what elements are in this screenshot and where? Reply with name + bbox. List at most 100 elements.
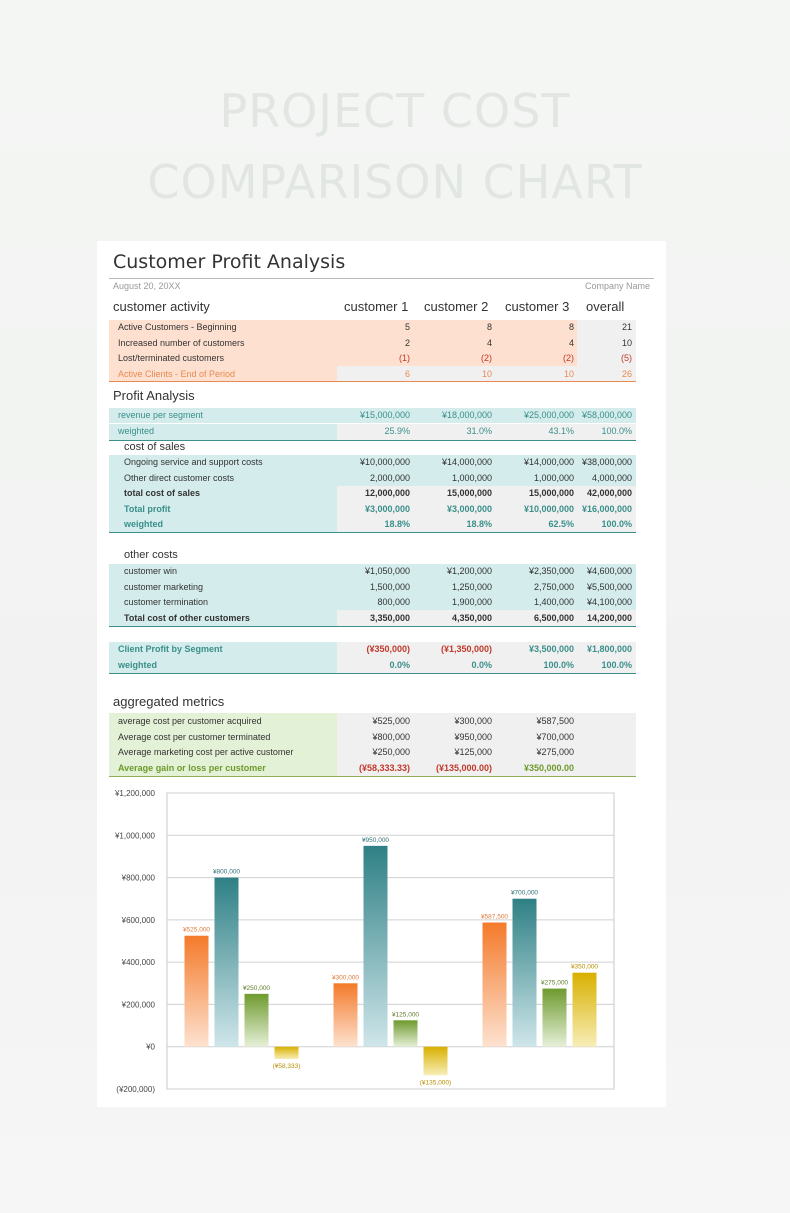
cell-c3: 1,400,000 (533, 597, 574, 607)
row-label: customer termination (124, 597, 209, 607)
cell-c3: ¥587,500 (536, 716, 574, 726)
cell-ov: ¥4,600,000 (586, 566, 632, 576)
cell-c2: 15,000,000 (446, 488, 492, 498)
row-label: average cost per customer acquired (118, 716, 262, 726)
revenue-divider (109, 440, 636, 441)
cell-c1: ¥800,000 (372, 731, 410, 742)
row-label: revenue per segment (118, 410, 204, 420)
cell-c2: 4 (486, 337, 492, 348)
cell-c3: 8 (568, 322, 574, 332)
cell-ov: 14,200,000 (586, 612, 632, 623)
row-label: Average marketing cost per active custom… (118, 747, 294, 757)
cell-c3: ¥3,500,000 (528, 644, 574, 654)
bar (393, 1020, 418, 1047)
metrics-title: aggregated metrics (113, 694, 225, 709)
cell-ov: ¥16,000,000 (581, 503, 632, 514)
data-label: ¥250,000 (243, 985, 270, 992)
cell-ov: 42,000,000 (586, 488, 632, 498)
y-tick-label: ¥200,000 (121, 1000, 156, 1009)
y-tick-label: ¥600,000 (121, 916, 156, 925)
cell-c3: 100.0% (543, 660, 574, 670)
bar-chart: ¥1,200,000 ¥1,000,000 ¥800,000 ¥600,000 ¥400… (114, 789, 615, 1094)
data-label: ¥525,000 (183, 927, 210, 934)
cell-c1: 1,500,000 (369, 581, 410, 592)
row-label-band (109, 424, 337, 440)
bar (542, 988, 567, 1047)
report-date: August 20, 20XX (113, 281, 181, 291)
row-label: weighted (118, 426, 155, 436)
data-label: ¥587,500 (481, 914, 508, 921)
data-label: ¥125,000 (392, 1011, 419, 1018)
cell-c3: ¥2,350,000 (528, 566, 574, 576)
bar (333, 983, 358, 1047)
bar (482, 922, 507, 1047)
cell-c3: ¥350,000.00 (523, 762, 574, 773)
cell-c1: 12,000,000 (364, 488, 410, 498)
column-header-customer-2: customer 2 (424, 299, 489, 314)
cost-total-band (337, 486, 636, 532)
activity-band (109, 320, 577, 366)
cell-ov: ¥58,000,000 (581, 410, 632, 420)
cell-c3: ¥14,000,000 (523, 457, 574, 467)
bar (572, 972, 597, 1047)
y-tick-label: ¥400,000 (121, 958, 156, 967)
y-tick-label: ¥800,000 (121, 874, 156, 883)
y-tick-label: ¥0 (145, 1043, 155, 1052)
cell-c1: 2 (404, 337, 410, 348)
cell-ov: ¥4,100,000 (586, 597, 632, 607)
cell-c2: (¥135,000.00) (435, 762, 492, 773)
row-label: Total profit (124, 503, 171, 514)
data-label: (¥58,333) (273, 1063, 301, 1070)
column-header-customer-3: customer 3 (505, 299, 570, 314)
activity-total-band (337, 366, 636, 381)
row-value-band (337, 424, 636, 440)
metrics-label-band (109, 713, 337, 776)
cell-c1: 6 (404, 368, 410, 379)
row-label-band (109, 658, 337, 673)
cell-c3: 4 (568, 337, 574, 348)
cell-c2: ¥300,000 (454, 716, 492, 726)
cell-c1: 18.8% (384, 519, 410, 529)
cell-c2: ¥3,000,000 (446, 503, 492, 514)
cell-c3: 10 (563, 368, 574, 379)
row-value-band (337, 658, 636, 673)
row-label: weighted (118, 660, 158, 670)
cell-c1: 0.0% (389, 660, 410, 670)
other-costs-title: other costs (124, 549, 178, 561)
cell-c3: ¥10,000,000 (523, 503, 574, 514)
row-label: total cost of sales (124, 488, 201, 498)
cell-c1: (¥350,000) (366, 644, 410, 654)
bar (244, 993, 269, 1047)
cell-c2: 8 (486, 322, 492, 332)
cell-c3: 15,000,000 (528, 488, 574, 498)
cell-c1: 2,000,000 (369, 472, 410, 483)
y-tick-label: ¥1,000,000 (114, 831, 156, 840)
cost-total-label-band (109, 486, 337, 532)
cell-c1: ¥250,000 (372, 747, 410, 757)
cost-band (109, 455, 636, 486)
row-label: Total cost of other customers (124, 612, 250, 623)
cell-c2: ¥14,000,000 (441, 457, 492, 467)
cell-c2: 18.8% (466, 519, 492, 529)
cell-c1: 5 (404, 322, 410, 332)
bar (214, 877, 239, 1047)
metrics-value-band (337, 713, 636, 776)
bar (184, 935, 209, 1047)
analysis-sheet: Customer Profit Analysis August 20, 20XX… (97, 241, 666, 1107)
cell-c3: 62.5% (548, 519, 574, 529)
cell-c2: 0.0% (471, 660, 492, 670)
row-label: Active Clients - End of Period (118, 368, 236, 379)
cell-ov: 100.0% (601, 426, 632, 436)
other-band (109, 564, 636, 610)
page-title-line2: COMPARISON CHART (147, 155, 643, 209)
row-label: customer marketing (124, 581, 204, 592)
data-label: ¥275,000 (541, 980, 568, 987)
cell-c2: (¥1,350,000) (440, 644, 492, 654)
cell-ov: ¥5,500,000 (586, 581, 632, 592)
cell-ov: 21 (621, 322, 632, 332)
cell-c1: (¥58,333.33) (358, 762, 410, 773)
cell-ov: ¥1,800,000 (586, 644, 632, 654)
cell-c1: ¥525,000 (372, 716, 410, 726)
row-label: Increased number of customers (118, 337, 245, 348)
column-header-overall: overall (586, 299, 625, 314)
